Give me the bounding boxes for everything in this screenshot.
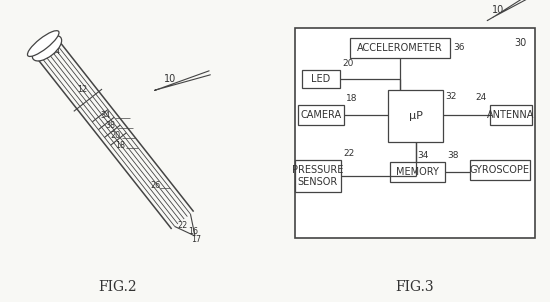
Bar: [350, 38, 450, 58]
Text: 30: 30: [514, 38, 526, 48]
Text: 34: 34: [100, 111, 110, 120]
Bar: [295, 28, 535, 238]
Text: 36: 36: [453, 43, 465, 53]
Text: 20: 20: [110, 130, 120, 140]
Text: 18: 18: [115, 140, 125, 149]
Bar: [295, 160, 341, 192]
Ellipse shape: [28, 31, 59, 56]
Text: 24: 24: [37, 47, 47, 56]
Text: MEMORY: MEMORY: [396, 167, 439, 177]
Text: FIG.2: FIG.2: [98, 280, 138, 294]
Bar: [298, 105, 344, 125]
Text: 22: 22: [177, 220, 187, 230]
Text: 26: 26: [150, 181, 160, 189]
Text: FIG.3: FIG.3: [395, 280, 434, 294]
Text: 22: 22: [343, 149, 354, 158]
Bar: [470, 160, 530, 180]
Text: ANTENNA: ANTENNA: [487, 110, 535, 120]
Text: 34: 34: [417, 151, 429, 160]
Bar: [302, 70, 340, 88]
Text: 18: 18: [346, 94, 358, 103]
Text: μP: μP: [409, 111, 422, 121]
Text: 10: 10: [164, 74, 176, 84]
Text: 32: 32: [445, 92, 456, 101]
Text: 24: 24: [476, 93, 487, 102]
Text: 20: 20: [342, 59, 353, 68]
Ellipse shape: [32, 36, 62, 61]
Text: 12: 12: [77, 85, 87, 95]
Bar: [390, 162, 445, 182]
Bar: [388, 90, 443, 142]
Text: 38: 38: [105, 120, 115, 130]
Text: 16: 16: [188, 227, 198, 236]
Text: ACCELEROMETER: ACCELEROMETER: [357, 43, 443, 53]
Bar: [490, 105, 532, 125]
Text: GYROSCOPE: GYROSCOPE: [470, 165, 530, 175]
Text: 17: 17: [191, 236, 201, 245]
Text: 10: 10: [492, 5, 504, 15]
Text: CAMERA: CAMERA: [300, 110, 342, 120]
Text: LED: LED: [311, 74, 331, 84]
Text: 38: 38: [447, 151, 459, 160]
Text: PRESSURE
SENSOR: PRESSURE SENSOR: [292, 165, 344, 187]
Text: 14: 14: [50, 47, 60, 56]
